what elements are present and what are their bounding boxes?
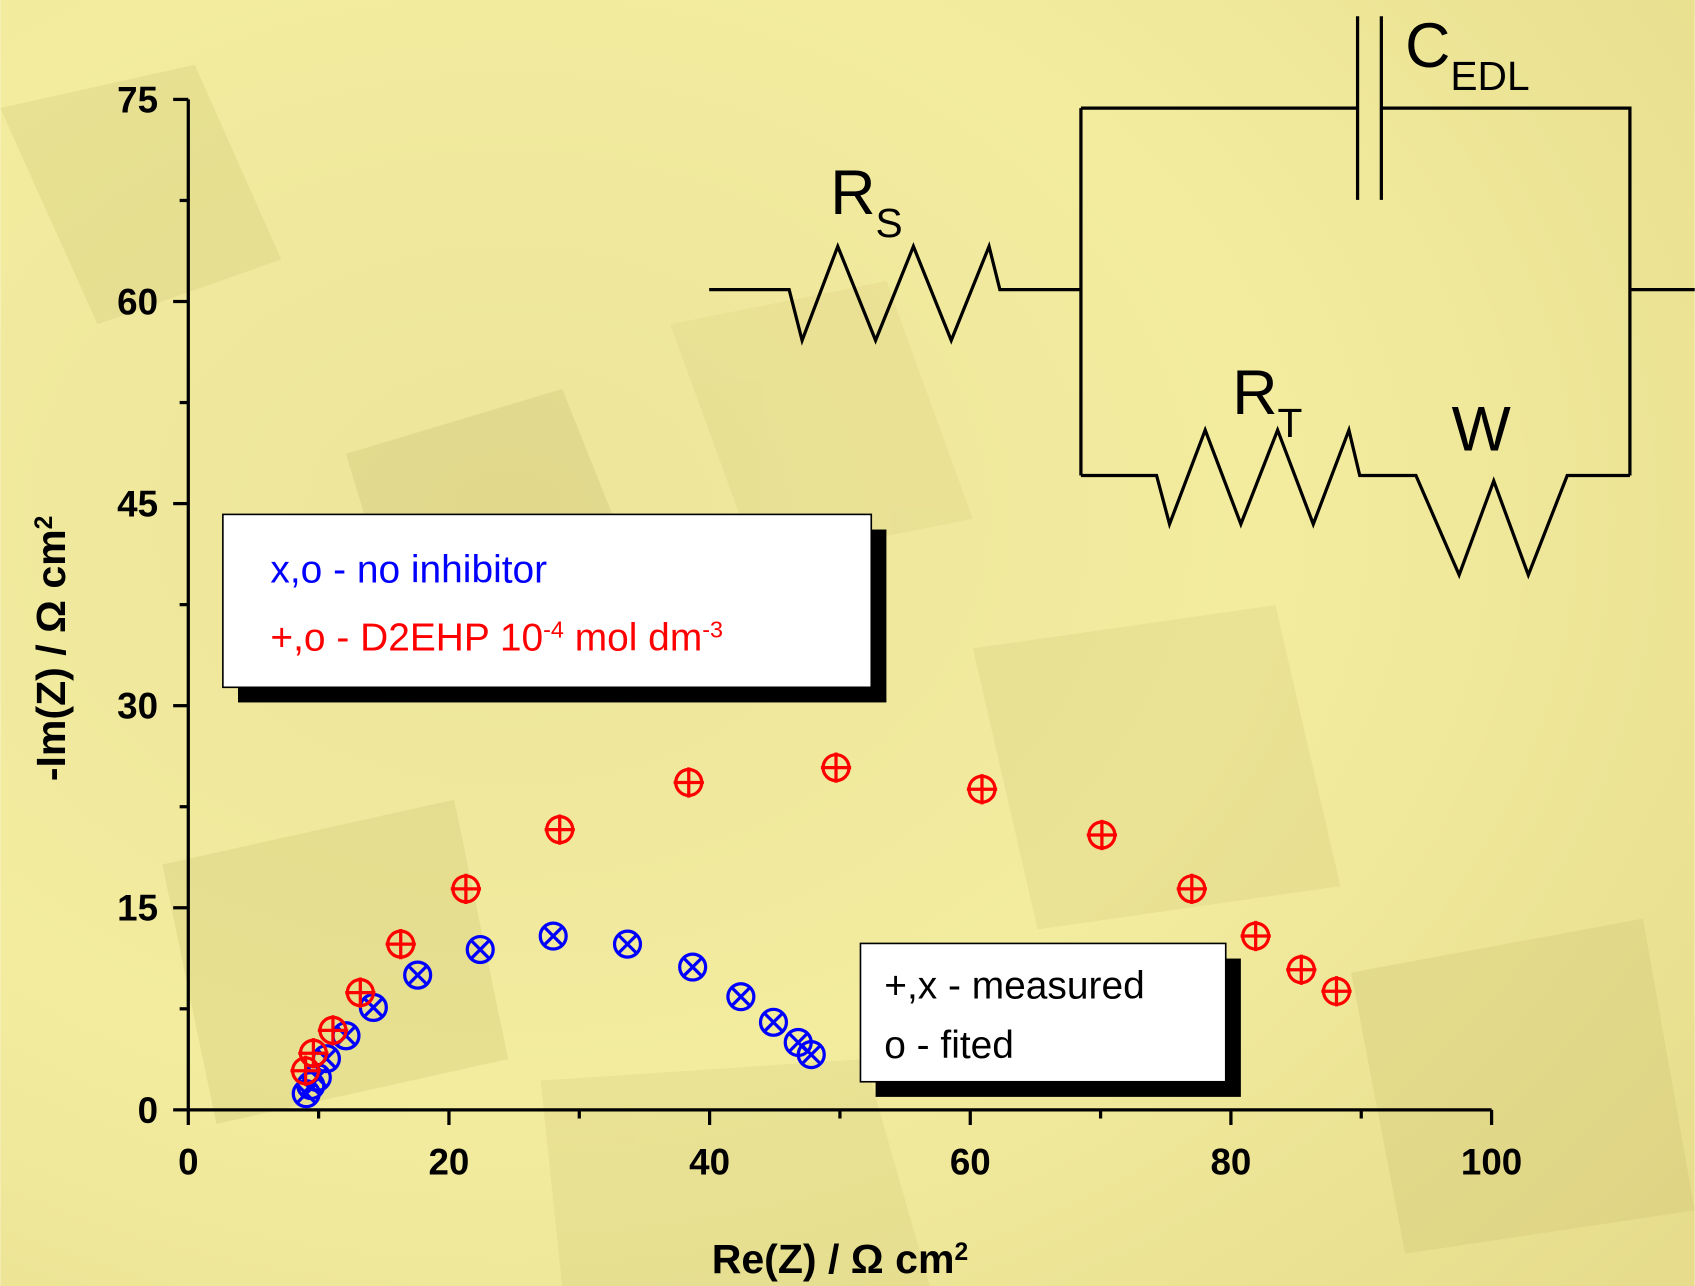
page: {"chart_data": { "type": "scatter", "xla…: [0, 0, 1695, 1286]
superscript: 2: [954, 1239, 968, 1266]
y-tick-label: 60: [117, 281, 158, 322]
superscript: 2: [31, 516, 58, 530]
text-part: R: [830, 158, 875, 228]
legend-entry: o - fited: [884, 1024, 1014, 1067]
superscript: -4: [543, 617, 564, 643]
x-tick-label: 100: [1461, 1142, 1522, 1183]
x-tick-label: 20: [429, 1142, 470, 1183]
y-tick-label: 45: [117, 484, 158, 525]
subscript: S: [875, 200, 902, 246]
y-axis-title: -Im(Z) / Ω cm2: [28, 516, 74, 782]
chart: RS CEDL RT W x,o - no inhibitor +,o - D2…: [0, 0, 1695, 1286]
x-tick-label: 40: [689, 1142, 730, 1183]
legend-entry: x,o - no inhibitor: [270, 548, 547, 591]
subscript: EDL: [1450, 53, 1529, 99]
legend-entry: +,o - D2EHP 10-4 mol dm-3: [270, 617, 723, 660]
y-tick-label: 15: [117, 888, 158, 929]
text-part: x,o - no inhibitor: [270, 548, 547, 591]
x-tick-label: 60: [950, 1142, 991, 1183]
legend-entry: +,x - measured: [884, 965, 1144, 1008]
x-axis-title: Re(Z) / Ω cm2: [712, 1236, 968, 1282]
y-tick-label: 30: [117, 686, 158, 727]
text-part: R: [1232, 358, 1277, 428]
x-tick-label: 80: [1210, 1142, 1251, 1183]
text-part: -Im(Z) / Ω cm: [28, 529, 74, 781]
superscript: -3: [702, 617, 723, 643]
circuit-label: W: [1452, 395, 1511, 465]
text-part: W: [1452, 395, 1511, 465]
text-part: +,x - measured: [884, 965, 1144, 1008]
y-tick-label: 75: [117, 79, 158, 120]
legend-box: [223, 514, 871, 687]
text-part: C: [1405, 11, 1450, 81]
text-part: o - fited: [884, 1024, 1014, 1067]
x-tick-label: 0: [178, 1142, 198, 1183]
text-part: Re(Z) / Ω cm: [712, 1236, 955, 1282]
y-tick-label: 0: [138, 1090, 158, 1131]
text-part: mol dm: [564, 617, 702, 660]
text-part: +,o - D2EHP 10: [270, 617, 543, 660]
subscript: T: [1277, 400, 1302, 446]
